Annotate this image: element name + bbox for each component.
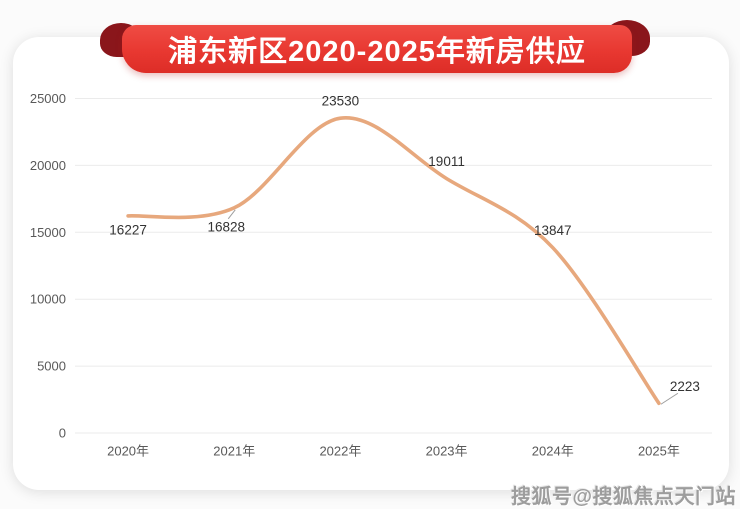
chart-card [13, 37, 729, 490]
x-axis-tick: 2024年 [532, 444, 574, 459]
data-label: 13847 [534, 223, 572, 238]
label-leader-line [660, 392, 679, 405]
supply-line-series [126, 116, 661, 406]
x-axis-tick: 2022年 [319, 444, 361, 459]
title-ribbon: 浦东新区2020-2025年新房供应 [100, 20, 652, 74]
y-axis-tick: 15000 [30, 225, 66, 240]
watermark-text: 搜狐号@搜狐焦点天门站 [510, 486, 736, 508]
chart-title: 浦东新区2020-2025年新房供应 [168, 36, 586, 68]
data-label: 2223 [670, 379, 700, 394]
data-label: 16227 [109, 222, 147, 237]
data-label: 19011 [428, 154, 465, 169]
x-axis-tick: 2025年 [638, 444, 680, 459]
y-axis-tick: 10000 [30, 292, 66, 307]
y-axis-tick: 25000 [30, 91, 66, 106]
x-axis-tick: 2020年 [107, 444, 149, 459]
data-label: 16828 [207, 219, 245, 234]
x-axis-tick: 2021年 [213, 444, 255, 459]
x-axis-tick: 2023年 [426, 444, 468, 459]
y-axis-tick: 20000 [30, 158, 66, 173]
label-leader-line [227, 209, 236, 220]
y-axis-tick: 5000 [37, 359, 66, 374]
data-label: 23530 [322, 94, 360, 109]
y-axis-tick: 0 [59, 426, 66, 441]
ribbon-banner: 浦东新区2020-2025年新房供应 [122, 25, 632, 73]
